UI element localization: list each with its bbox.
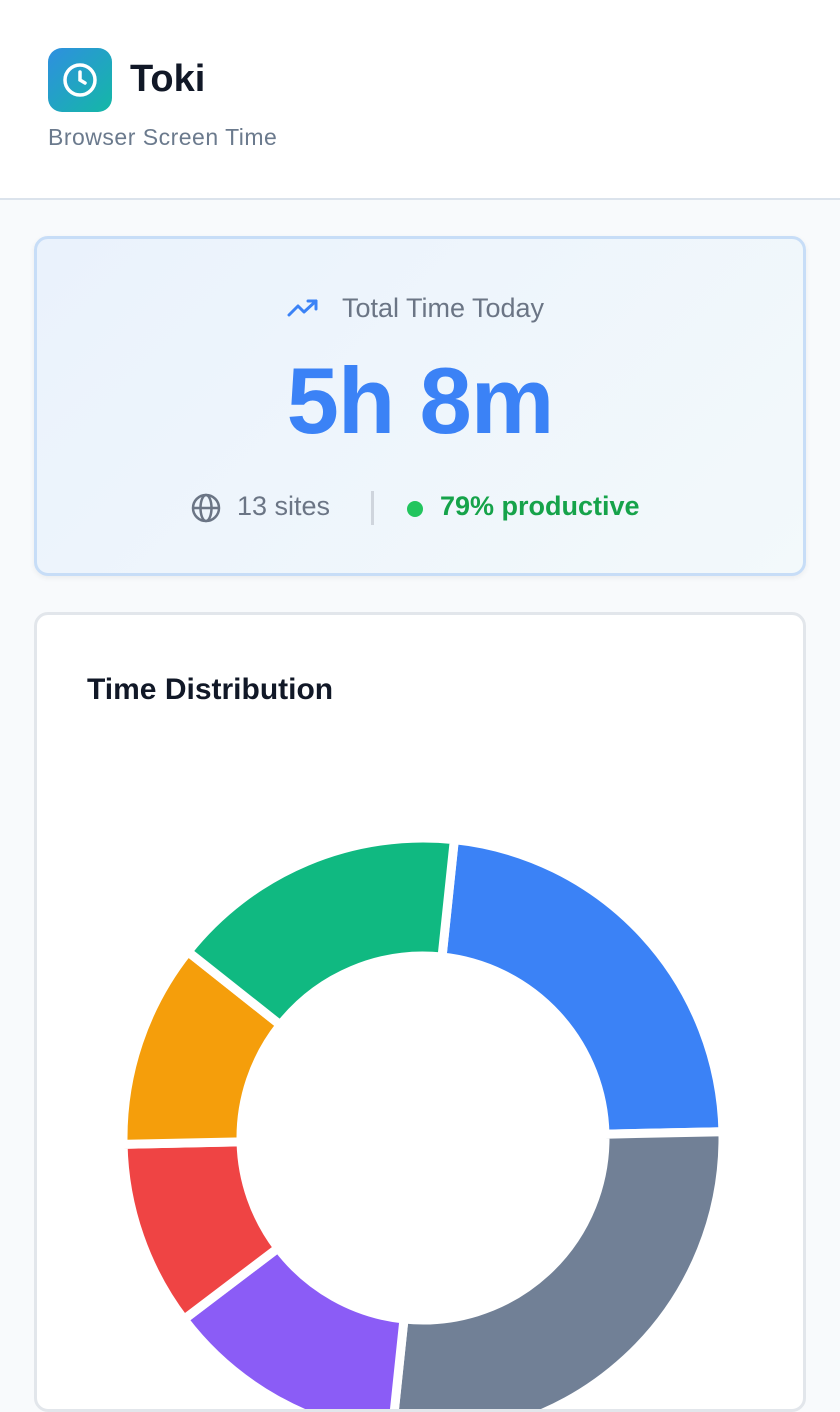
- chart-card: Time Distribution: [34, 612, 806, 1412]
- sites-count: 13 sites: [237, 491, 331, 521]
- productive-percent: 79% productive: [440, 491, 640, 521]
- summary-value: 5h 8m: [286, 348, 555, 453]
- clock-icon: [63, 63, 97, 97]
- donut-segment: [181, 833, 460, 1032]
- donut-segment: [437, 834, 728, 1139]
- summary-label: Total Time Today: [37, 293, 803, 324]
- trend-icon: [287, 299, 318, 317]
- app-title: Toki: [130, 58, 206, 100]
- summary-card: Total Time Today 5h 8m 13 sites 79% prod…: [34, 236, 806, 576]
- donut-segment: [389, 1127, 728, 1409]
- app-subtitle: Browser Screen Time: [48, 124, 278, 150]
- chart-title: Time Distribution: [87, 673, 334, 706]
- divider: [371, 491, 374, 525]
- summary-label-text: Total Time Today: [341, 293, 545, 323]
- header: Toki Browser Screen Time: [0, 0, 840, 200]
- donut-chart: [118, 833, 728, 1409]
- app-logo: [48, 48, 112, 112]
- globe-icon: [191, 493, 221, 523]
- status-dot: [407, 501, 423, 517]
